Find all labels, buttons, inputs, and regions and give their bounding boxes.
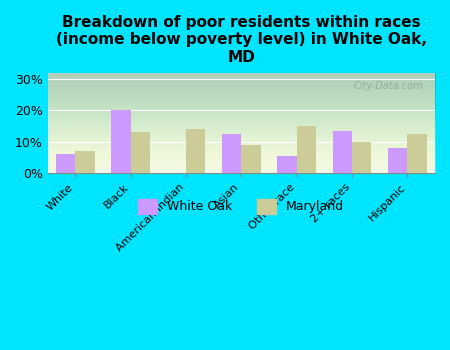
Text: City-Data.com: City-Data.com (354, 81, 423, 91)
Legend: White Oak, Maryland: White Oak, Maryland (134, 194, 349, 219)
Bar (352, 142, 371, 173)
Bar (56, 154, 76, 173)
Bar (76, 151, 95, 173)
Bar (297, 126, 316, 173)
Bar (407, 134, 427, 173)
Bar (241, 145, 261, 173)
Bar (277, 156, 297, 173)
Title: Breakdown of poor residents within races
(income below poverty level) in White O: Breakdown of poor residents within races… (56, 15, 427, 65)
Bar (388, 148, 407, 173)
Bar (130, 132, 150, 173)
Bar (186, 129, 205, 173)
Bar (111, 111, 130, 173)
Bar (222, 134, 241, 173)
Bar (333, 131, 352, 173)
